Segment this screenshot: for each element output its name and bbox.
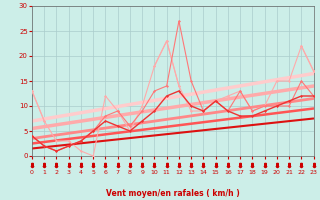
X-axis label: Vent moyen/en rafales ( km/h ): Vent moyen/en rafales ( km/h ) [106, 189, 240, 198]
